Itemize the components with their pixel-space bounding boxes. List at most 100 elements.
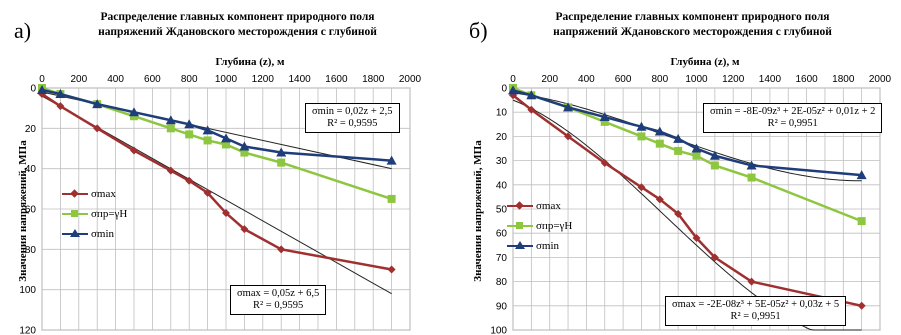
legend: σmax σпр=γH σmin (507, 196, 572, 256)
data-point (527, 105, 536, 114)
data-point (93, 124, 102, 133)
data-point (185, 130, 194, 139)
trend-equation-min: σmin = -8E-09z³ + 2E-05z² + 0,01z + 2 R²… (703, 103, 883, 133)
data-point (692, 151, 701, 160)
legend-swatch (62, 189, 88, 199)
data-point (92, 99, 103, 109)
x-tick-label: 1400 (759, 74, 782, 85)
data-point (185, 176, 194, 185)
legend-item: σmax (507, 196, 572, 216)
data-point (710, 161, 719, 170)
x-tick-label: 0 (39, 74, 45, 85)
plot-area: 0 200 400 600 800 1000 1200 1400 1600 1800 2000 0 20… (19, 74, 421, 335)
data-point (655, 195, 664, 204)
y-tick-label: 90 (496, 301, 508, 312)
data-point (674, 209, 683, 218)
y-tick-label: 40 (25, 164, 37, 175)
trend-r2-text: R² = 0,9595 (253, 300, 304, 311)
data-point (563, 102, 574, 112)
x-tick-label: 0 (510, 74, 516, 85)
x-tick-label: 400 (578, 74, 595, 85)
data-point (222, 140, 230, 149)
data-point (691, 143, 702, 153)
y-tick-label: 60 (25, 205, 37, 216)
data-point (673, 133, 684, 143)
y-tick-label: 80 (25, 245, 37, 256)
x-axis-label: Глубина (z), м (670, 56, 740, 68)
trend-r2-text: R² = 0,9595 (327, 118, 378, 129)
data-point (637, 132, 646, 141)
data-point (387, 265, 396, 274)
legend-item: σmin (507, 236, 572, 256)
y-tick-label: 50 (496, 205, 508, 216)
data-point (277, 158, 286, 167)
panel-label: а) (14, 18, 32, 43)
data-point (240, 225, 249, 234)
data-point (184, 119, 195, 129)
panel-label: б) (469, 18, 488, 43)
legend-label: σmin (91, 228, 115, 240)
x-tick-label: 1800 (832, 74, 855, 85)
data-point (221, 133, 231, 143)
x-tick-label: 200 (70, 74, 87, 85)
y-tick-label: 30 (496, 156, 508, 167)
x-tick-label: 1800 (362, 74, 385, 85)
data-point (202, 125, 213, 135)
x-tick-label: 600 (144, 74, 161, 85)
data-point (37, 85, 47, 95)
chart-title-line-1: Распределение главных компонент природно… (555, 11, 830, 23)
x-axis-label: Глубина (z), м (215, 56, 285, 68)
data-point (240, 148, 249, 157)
x-tick-label: 1000 (685, 74, 708, 85)
chart-panel-a: а) Распределение главных компонент приро… (0, 0, 450, 335)
data-point (239, 141, 250, 151)
y-tick-label: 20 (25, 124, 37, 135)
data-point (747, 277, 756, 286)
legend-item: σmax (62, 184, 127, 204)
legend-swatch (507, 201, 533, 211)
data-point (746, 160, 757, 170)
trend-equation-max: σmax = 0,05z + 6,5 R² = 0,9595 (230, 285, 327, 315)
legend-label: σпр=γH (91, 208, 128, 220)
data-point (857, 301, 866, 310)
x-tick-label: 1600 (325, 74, 348, 85)
x-tick-label: 1200 (722, 74, 745, 85)
y-tick-label: 0 (30, 84, 36, 95)
x-tick-label: 1200 (252, 74, 275, 85)
chart-title: Распределение главных компонент природно… (500, 10, 885, 40)
legend-label: σmin (536, 240, 560, 252)
y-tick-label: 100 (490, 326, 507, 335)
y-tick-label: 40 (496, 180, 508, 191)
data-point (203, 188, 212, 197)
series-max (38, 90, 396, 274)
data-point (599, 112, 610, 122)
y-tick-label: 80 (496, 277, 508, 288)
chart-title-line-2: напряжений Ждановского месторождения с г… (98, 26, 377, 38)
data-point (710, 253, 719, 262)
y-tick-label: 20 (496, 132, 508, 143)
x-tick-label: 1600 (795, 74, 818, 85)
legend-label: σmax (91, 188, 116, 200)
y-tick-label: 60 (496, 229, 508, 240)
data-point (203, 136, 212, 145)
chart-title: Распределение главных компонент природно… (45, 10, 430, 40)
data-point (692, 234, 701, 243)
x-tick-label: 800 (181, 74, 198, 85)
data-point (564, 132, 573, 141)
chart-panel-b: б) Распределение главных компонент приро… (455, 0, 901, 335)
x-tick-label: 800 (651, 74, 668, 85)
data-point (654, 126, 665, 136)
legend-label: σпр=γH (536, 220, 573, 232)
y-tick-label: 120 (19, 326, 36, 335)
plot-area: 0 200 400 600 800 1000 1200 1400 1600 1800 2000 0 10… (490, 74, 891, 335)
legend-swatch (507, 241, 533, 251)
y-tick-label: 100 (19, 285, 36, 296)
x-tick-label: 1000 (215, 74, 238, 85)
x-tick-label: 600 (615, 74, 632, 85)
trendline-max (512, 99, 862, 331)
trend-equation-min: σmin = 0,02z + 2,5 R² = 0,9595 (305, 103, 400, 133)
data-point (674, 146, 683, 155)
data-point (55, 89, 66, 99)
trend-r2-text: R² = 0,9951 (767, 118, 818, 129)
data-point (709, 150, 720, 160)
